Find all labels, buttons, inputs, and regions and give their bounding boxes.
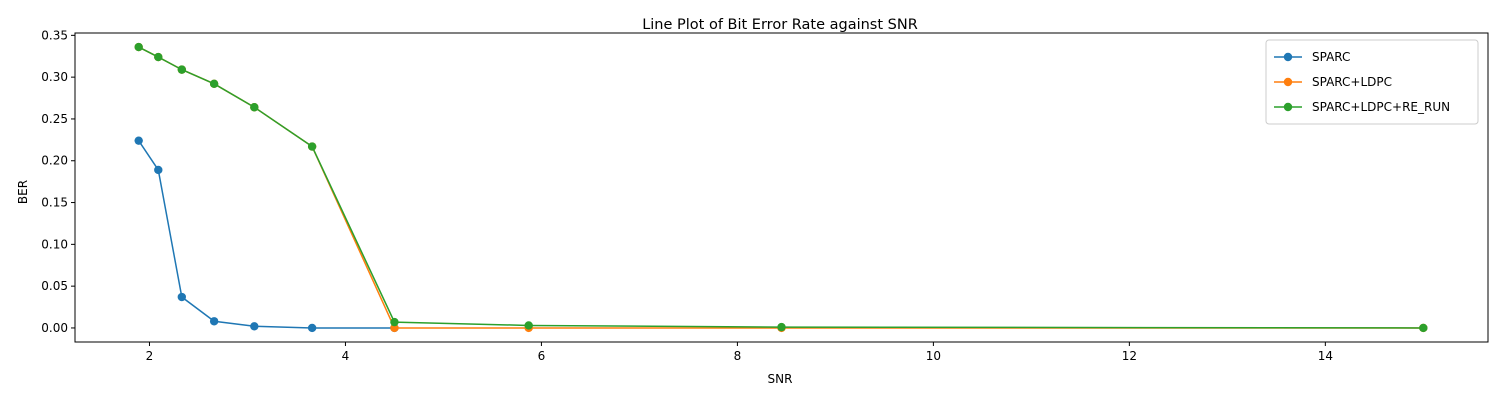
y-tick-label: 0.15 bbox=[41, 196, 68, 210]
plot-frame bbox=[74, 32, 1489, 343]
x-tick-label: 4 bbox=[342, 349, 350, 363]
y-tick-label: 0.10 bbox=[41, 237, 68, 251]
data-point-sparc-ldpc-re-run bbox=[134, 42, 143, 52]
data-point-sparc bbox=[209, 317, 219, 326]
data-point-sparc bbox=[134, 136, 143, 145]
series-sparc-ldpc bbox=[134, 42, 1428, 333]
x-tick-label: 8 bbox=[734, 349, 742, 363]
legend-label: SPARC+LDPC+RE_RUN bbox=[1312, 100, 1450, 114]
y-tick-label: 0.20 bbox=[41, 154, 68, 168]
data-point-sparc bbox=[307, 323, 317, 333]
data-point-sparc-ldpc-re-run bbox=[524, 321, 533, 330]
x-axis: 2 4 6 8 10 12 14 bbox=[146, 342, 1333, 363]
data-point-sparc-ldpc-re-run bbox=[390, 317, 399, 327]
x-tick-label: 2 bbox=[146, 349, 154, 363]
y-tick-label: 0.35 bbox=[41, 28, 68, 42]
legend-swatch-marker bbox=[1283, 52, 1293, 62]
data-point-sparc-ldpc-re-run bbox=[250, 103, 259, 112]
legend-item: SPARC+LDPC+RE_RUN bbox=[1274, 100, 1450, 114]
series-sparc bbox=[134, 136, 399, 333]
chart-title: Line Plot of Bit Error Rate against SNR bbox=[642, 17, 918, 33]
y-tick-label: 0.05 bbox=[41, 279, 68, 293]
data-point-sparc-ldpc-re-run bbox=[209, 79, 219, 89]
x-tick-label: 10 bbox=[926, 349, 941, 363]
legend-label: SPARC+LDPC bbox=[1312, 75, 1392, 89]
legend-swatch-marker bbox=[1283, 77, 1293, 87]
y-tick-label: 0.00 bbox=[41, 321, 68, 335]
legend-swatch-marker bbox=[1283, 102, 1293, 112]
data-point-sparc-ldpc-re-run bbox=[154, 52, 163, 62]
legend-label: SPARC bbox=[1312, 50, 1350, 64]
data-point-sparc bbox=[154, 165, 163, 175]
y-tick-label: 0.25 bbox=[41, 112, 68, 126]
legend-box bbox=[1265, 39, 1479, 125]
data-point-sparc bbox=[250, 322, 259, 331]
y-axis-label: BER bbox=[16, 180, 30, 204]
data-point-sparc-ldpc-re-run bbox=[1419, 323, 1428, 333]
y-tick-label: 0.30 bbox=[41, 70, 68, 84]
data-point-sparc-ldpc-re-run bbox=[777, 322, 786, 332]
x-axis-label: SNR bbox=[768, 372, 793, 386]
data-point-sparc-ldpc-re-run bbox=[177, 65, 187, 74]
data-point-sparc-ldpc-re-run bbox=[307, 142, 317, 151]
legend-item: SPARC bbox=[1274, 50, 1350, 64]
x-tick-label: 6 bbox=[538, 349, 546, 363]
data-point-sparc-ldpc bbox=[390, 323, 399, 333]
series-line-sparc bbox=[138, 140, 395, 329]
x-tick-label: 12 bbox=[1122, 349, 1137, 363]
legend-item: SPARC+LDPC bbox=[1274, 75, 1392, 89]
series-sparc-ldpc-re-run bbox=[134, 42, 1428, 333]
x-tick-label: 14 bbox=[1318, 349, 1333, 363]
legend: SPARC SPARC+LDPC SPARC+LDPC+RE_RUN bbox=[1265, 39, 1479, 125]
series-layer bbox=[134, 42, 1428, 333]
y-axis: 0.00 0.05 0.10 0.15 0.20 0.25 0.30 0.35 bbox=[41, 28, 75, 335]
series-line-sparc-ldpc-re-run bbox=[138, 46, 1424, 329]
data-point-sparc bbox=[177, 292, 187, 302]
